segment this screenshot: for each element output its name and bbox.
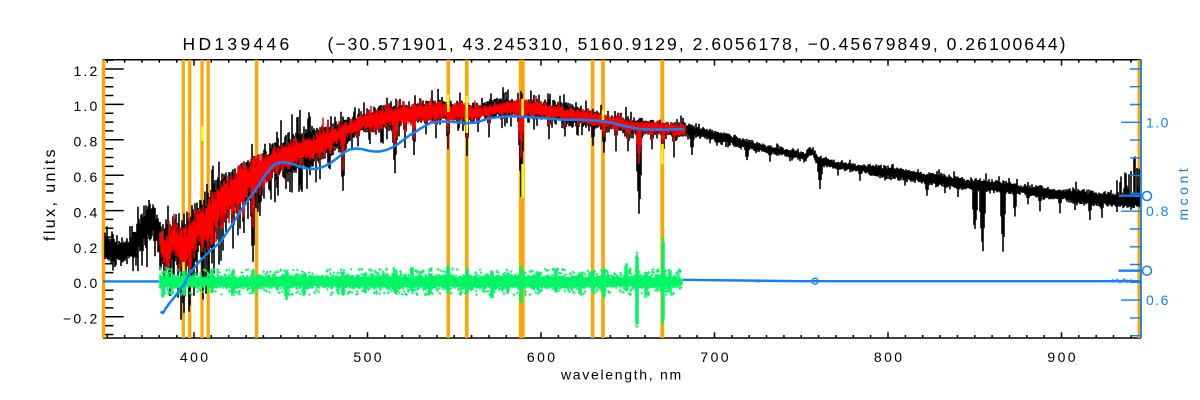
svg-text:0.0: 0.0 <box>73 275 99 291</box>
svg-text:0.8: 0.8 <box>73 134 99 150</box>
svg-text:mcont: mcont <box>1175 165 1191 221</box>
svg-text:0.4: 0.4 <box>73 204 99 220</box>
svg-text:0.2: 0.2 <box>73 240 99 256</box>
svg-text:(−30.571901, 43.245310, 5160.9: (−30.571901, 43.245310, 5160.9129, 2.605… <box>328 34 1068 54</box>
svg-text:700: 700 <box>700 349 731 365</box>
svg-text:wavelength, nm: wavelength, nm <box>560 367 683 383</box>
svg-text:1.0: 1.0 <box>73 98 99 114</box>
svg-text:0.6: 0.6 <box>73 169 99 185</box>
svg-text:0.8: 0.8 <box>1146 203 1170 219</box>
svg-text:0.6: 0.6 <box>1146 292 1170 308</box>
svg-text:flux, units: flux, units <box>42 147 59 241</box>
svg-text:500: 500 <box>353 349 384 365</box>
svg-text:HD139446: HD139446 <box>183 34 293 54</box>
svg-text:900: 900 <box>1047 349 1078 365</box>
svg-text:1.0: 1.0 <box>1146 114 1170 130</box>
svg-text:400: 400 <box>180 349 211 365</box>
svg-text:−0.2: −0.2 <box>63 311 99 327</box>
svg-text:800: 800 <box>874 349 905 365</box>
svg-text:600: 600 <box>527 349 558 365</box>
svg-text:1.2: 1.2 <box>73 63 99 79</box>
